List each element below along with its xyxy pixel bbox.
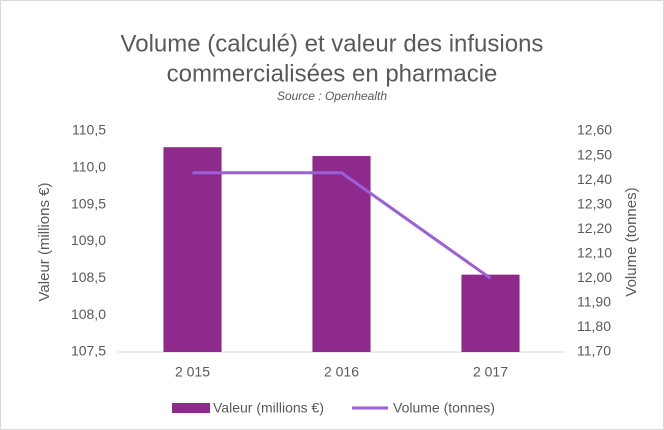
- bar: [461, 274, 520, 352]
- chart-subtitle: Source : Openhealth: [277, 89, 387, 103]
- y2-tick-label: 12,50: [577, 146, 612, 162]
- x-tick-label: 2 017: [473, 364, 508, 380]
- chart-title: Volume (calculé) et valeur des infusions: [121, 30, 544, 57]
- y2-tick-label: 12,10: [577, 244, 612, 260]
- y-tick-label: 108,5: [71, 269, 106, 285]
- y2-axis-title: Volume (tonnes): [623, 187, 640, 296]
- y2-tick-label: 12,30: [577, 195, 612, 211]
- y-tick-label: 109,0: [71, 232, 106, 248]
- y2-tick-label: 12,00: [577, 269, 612, 285]
- y2-tick-label: 11,90: [577, 294, 611, 310]
- line: [192, 171, 492, 280]
- bar: [312, 156, 371, 352]
- y2-tick-label: 11,70: [577, 343, 611, 359]
- y2-tick-label: 12,20: [577, 220, 612, 236]
- y-tick-label: 108,0: [71, 306, 106, 322]
- legend-label: Volume (tonnes): [393, 400, 495, 416]
- legend-label: Valeur (millions €): [213, 400, 324, 416]
- y-axis-title: Valeur (millions €): [36, 183, 53, 302]
- bar: [163, 147, 222, 352]
- y2-tick-label: 12,60: [577, 122, 612, 138]
- x-tick-label: 2 016: [324, 364, 359, 380]
- y2-tick-label: 11,80: [577, 318, 611, 334]
- y-tick-label: 109,5: [71, 195, 106, 211]
- y-tick-label: 110,0: [72, 159, 106, 175]
- y-tick-label: 110,5: [72, 122, 106, 138]
- legend-swatch: [172, 403, 210, 413]
- y2-tick-label: 12,40: [577, 171, 612, 187]
- chart-title: commercialisées en pharmacie: [167, 60, 498, 87]
- y-tick-label: 107,5: [71, 343, 106, 359]
- x-tick-label: 2 015: [175, 364, 210, 380]
